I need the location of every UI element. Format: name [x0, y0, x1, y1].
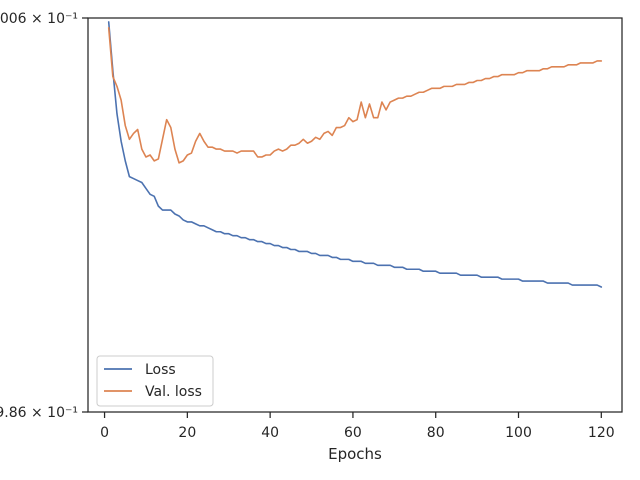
legend: Loss Val. loss: [96, 355, 214, 407]
x-tick-label: 40: [261, 425, 279, 441]
series-line-loss: [107, 21, 603, 288]
legend-label-val-loss: Val. loss: [145, 384, 202, 400]
axes-frame: [87, 17, 623, 413]
x-tick-label: 20: [178, 425, 196, 441]
axes-layer: 0 20 40 60 80 100 120 1.006 × 10⁻¹ 9.86 × 10⁻¹: [0, 11, 623, 441]
series-layer: [107, 21, 603, 288]
x-tick-label: 100: [505, 425, 532, 441]
legend-label-loss: Loss: [145, 362, 176, 378]
y-tick-label: 1.006 × 10⁻¹: [0, 11, 78, 27]
x-tick-label: 120: [588, 425, 615, 441]
x-axis-label: Epochs: [328, 445, 382, 463]
series-line-val-loss: [107, 26, 603, 164]
y-tick-label: 9.86 × 10⁻¹: [0, 405, 78, 421]
x-tick-label: 60: [344, 425, 362, 441]
x-tick-label: 0: [100, 425, 109, 441]
x-tick-label: 80: [427, 425, 445, 441]
